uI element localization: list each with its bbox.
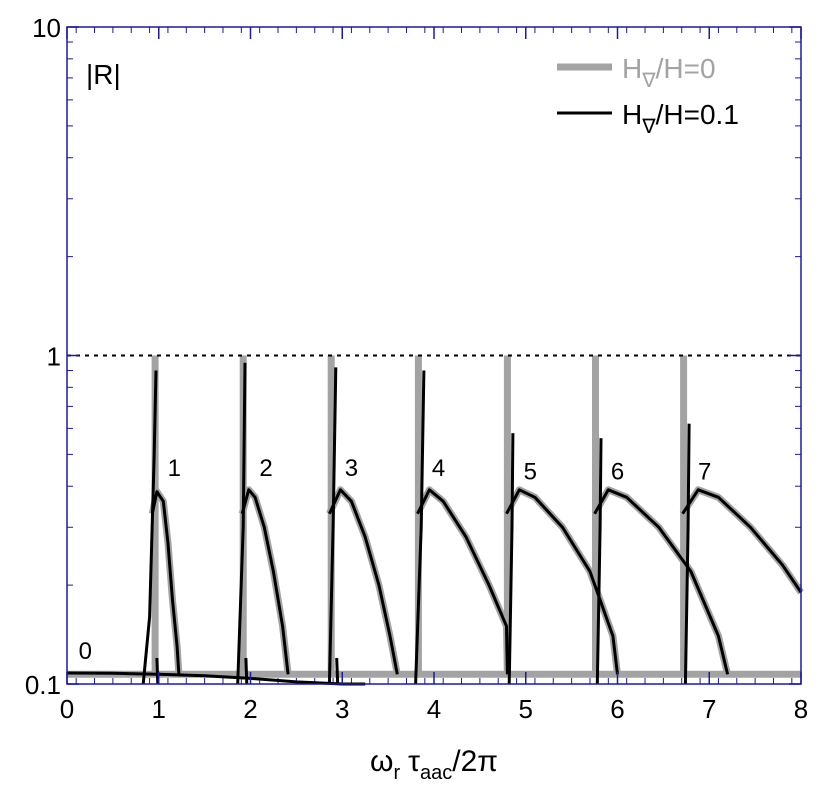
series-line bbox=[505, 488, 619, 675]
mode-label: 7 bbox=[698, 458, 711, 485]
mode-label: 2 bbox=[259, 455, 272, 482]
series-line bbox=[240, 488, 290, 675]
legend-hv0-rest: /H=0 bbox=[656, 53, 716, 84]
panel-label: |R| bbox=[86, 59, 121, 90]
series-line bbox=[141, 370, 158, 685]
series-line bbox=[683, 423, 691, 685]
plot-frame bbox=[66, 26, 802, 685]
x-tick-label: 6 bbox=[610, 694, 624, 724]
mode-label: 5 bbox=[524, 458, 537, 485]
y-tick-label: 10 bbox=[32, 13, 61, 43]
legend-hv01-rest: /H=0.1 bbox=[656, 99, 739, 130]
legend-hv0-sub: ∇ bbox=[641, 70, 656, 92]
x-tick-label: 3 bbox=[335, 694, 349, 724]
y-tick-label: 1 bbox=[47, 342, 61, 372]
legend-hv01-sub: ∇ bbox=[641, 116, 656, 138]
legend-hv01-main: H bbox=[622, 99, 642, 130]
x-tick-label: 7 bbox=[702, 694, 716, 724]
x-tick-label: 2 bbox=[243, 694, 257, 724]
x-tick-label: 1 bbox=[152, 694, 166, 724]
mode-label: 6 bbox=[611, 458, 624, 485]
series-line bbox=[593, 488, 730, 675]
xlabel-tau: τ bbox=[408, 745, 420, 778]
series-line bbox=[507, 433, 515, 685]
series-line bbox=[328, 488, 399, 675]
mode-label: 4 bbox=[432, 455, 445, 482]
xlabel-omega: ω bbox=[370, 745, 393, 778]
x-tick-label: 4 bbox=[427, 694, 441, 724]
mode-label: 3 bbox=[345, 455, 358, 482]
y-tick-label: 0.1 bbox=[25, 670, 61, 700]
series-line bbox=[155, 657, 160, 685]
series-line bbox=[681, 488, 803, 594]
series-line bbox=[244, 657, 249, 685]
legend: H∇/H=0 H∇/H=0.1 bbox=[557, 53, 739, 138]
series-line bbox=[416, 488, 509, 675]
minor-ticks bbox=[67, 27, 801, 684]
xlabel-omega-sub: r bbox=[393, 762, 400, 784]
series-line bbox=[236, 362, 247, 685]
legend-entry-hv01: H∇/H=0.1 bbox=[622, 99, 739, 138]
legend-hv0-main: H bbox=[622, 53, 642, 84]
x-tick-label: 0 bbox=[60, 694, 74, 724]
x-tick-label: 8 bbox=[794, 694, 808, 724]
legend-entry-hv0: H∇/H=0 bbox=[622, 53, 716, 92]
xlabel-tau-sub: aac bbox=[420, 762, 452, 784]
xlabel-tail: /2π bbox=[452, 745, 498, 778]
series-line bbox=[150, 490, 181, 675]
series-line bbox=[595, 438, 603, 685]
mode-label: 1 bbox=[168, 455, 181, 482]
x-axis-label: ωr τaac/2π bbox=[370, 745, 498, 784]
series-line bbox=[335, 657, 340, 685]
mode-label: 0 bbox=[79, 638, 92, 665]
mode-labels: 0 1 2 3 4 5 6 7 bbox=[79, 455, 712, 665]
x-tick-label: 5 bbox=[519, 694, 533, 724]
plot-area bbox=[67, 27, 801, 684]
series-hv01 bbox=[66, 362, 803, 686]
series-line bbox=[327, 367, 338, 685]
series-line bbox=[414, 370, 426, 685]
series-layer bbox=[66, 355, 804, 686]
